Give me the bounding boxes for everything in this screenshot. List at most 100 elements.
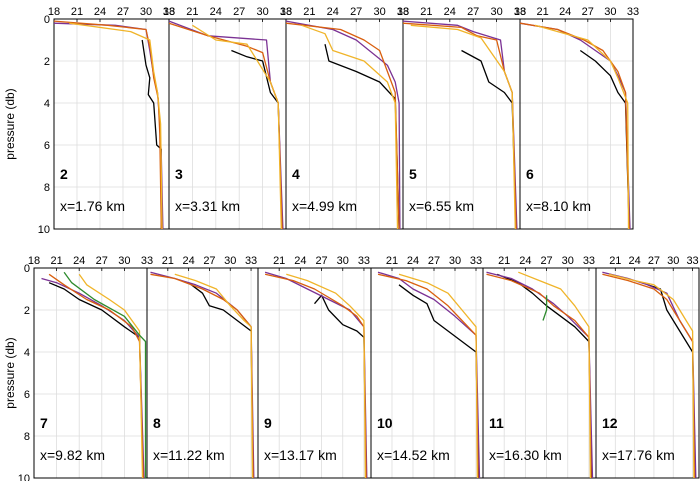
series-line xyxy=(78,273,144,479)
distance-label: x=16.30 km xyxy=(489,447,562,463)
x-tick-label: 30 xyxy=(449,255,461,267)
x-tick-label: 18 xyxy=(163,6,175,18)
station-label: 12 xyxy=(602,415,618,431)
y-tick-label: 0 xyxy=(24,263,30,275)
x-tick-label: 24 xyxy=(407,255,419,267)
station-label: 3 xyxy=(175,166,183,182)
x-tick-label: 24 xyxy=(210,6,222,18)
x-tick-label: 24 xyxy=(73,255,85,267)
distance-label: x=8.10 km xyxy=(526,198,591,214)
series-line xyxy=(69,22,163,230)
x-tick-label: 30 xyxy=(667,255,679,267)
x-tick-label: 24 xyxy=(183,255,195,267)
y-tick-label: 6 xyxy=(24,389,30,401)
x-tick-label: 21 xyxy=(50,255,62,267)
y-tick-label: 10 xyxy=(18,473,30,481)
x-tick-label: 30 xyxy=(490,6,502,18)
series-line xyxy=(518,271,592,479)
station-label: 4 xyxy=(292,166,300,182)
series-line xyxy=(534,24,630,230)
x-tick-label: 33 xyxy=(280,6,292,18)
series-line xyxy=(141,39,162,229)
series-line xyxy=(301,24,399,230)
distance-label: x=3.31 km xyxy=(175,198,240,214)
x-tick-label: 27 xyxy=(96,255,108,267)
series-line xyxy=(174,273,254,479)
station-label: 8 xyxy=(153,415,161,431)
y-tick-label: 2 xyxy=(44,56,50,68)
distance-label: x=11.22 km xyxy=(153,447,225,463)
x-tick-label: 33 xyxy=(514,6,526,18)
x-tick-label: 27 xyxy=(467,6,479,18)
x-tick-label: 24 xyxy=(559,6,571,18)
station-label: 6 xyxy=(526,166,534,182)
y-tick-label: 8 xyxy=(24,431,30,443)
panel-frame xyxy=(595,267,700,479)
x-tick-label: 27 xyxy=(428,255,440,267)
x-tick-label: 30 xyxy=(140,6,152,18)
x-tick-label: 24 xyxy=(444,6,456,18)
y-axis-label: pressure (db) xyxy=(3,337,17,408)
x-tick-label: 27 xyxy=(117,6,129,18)
x-tick-label: 33 xyxy=(686,255,698,267)
y-tick-label: 8 xyxy=(44,182,50,194)
x-tick-label: 21 xyxy=(609,255,621,267)
x-tick-label: 21 xyxy=(536,6,548,18)
series-line xyxy=(542,295,548,321)
station-label: 9 xyxy=(264,415,272,431)
distance-label: x=13.17 km xyxy=(264,447,337,463)
distance-label: x=6.55 km xyxy=(409,198,474,214)
x-tick-label: 18 xyxy=(28,255,40,267)
x-tick-label: 21 xyxy=(420,6,432,18)
x-tick-label: 27 xyxy=(540,255,552,267)
x-tick-label: 33 xyxy=(245,255,257,267)
y-tick-label: 0 xyxy=(44,14,50,26)
series-line xyxy=(285,22,400,230)
y-tick-label: 4 xyxy=(24,347,30,359)
series-line xyxy=(285,20,401,230)
panel-frame xyxy=(519,18,634,230)
distance-label: x=14.52 km xyxy=(377,447,450,463)
x-tick-label: 27 xyxy=(203,255,215,267)
distance-label: x=17.76 km xyxy=(602,447,675,463)
x-tick-label: 21 xyxy=(303,6,315,18)
x-tick-label: 18 xyxy=(48,6,60,18)
x-tick-label: 33 xyxy=(358,255,370,267)
y-tick-label: 10 xyxy=(38,224,50,236)
x-tick-label: 27 xyxy=(350,6,362,18)
x-tick-label: 18 xyxy=(514,6,526,18)
station-label: 5 xyxy=(409,166,417,182)
series-line xyxy=(192,24,282,230)
x-tick-label: 21 xyxy=(498,255,510,267)
x-tick-label: 21 xyxy=(386,255,398,267)
x-tick-label: 33 xyxy=(397,6,409,18)
y-tick-label: 4 xyxy=(44,98,50,110)
x-tick-label: 30 xyxy=(256,6,268,18)
station-label: 7 xyxy=(40,415,48,431)
series-line xyxy=(519,22,630,230)
series-line xyxy=(410,24,516,230)
x-tick-label: 21 xyxy=(273,255,285,267)
x-tick-label: 18 xyxy=(280,6,292,18)
x-tick-label: 30 xyxy=(118,255,130,267)
station-label: 11 xyxy=(489,415,504,431)
x-tick-label: 27 xyxy=(233,6,245,18)
x-tick-label: 27 xyxy=(315,255,327,267)
series-line xyxy=(63,271,147,478)
x-tick-label: 21 xyxy=(186,6,198,18)
x-tick-label: 33 xyxy=(627,6,639,18)
series-line xyxy=(398,273,479,479)
x-tick-label: 21 xyxy=(162,255,174,267)
x-tick-label: 33 xyxy=(163,6,175,18)
x-tick-label: 24 xyxy=(629,255,641,267)
x-tick-label: 33 xyxy=(470,255,482,267)
x-tick-label: 33 xyxy=(583,255,595,267)
x-tick-label: 24 xyxy=(94,6,106,18)
x-tick-label: 30 xyxy=(562,255,574,267)
y-tick-label: 6 xyxy=(44,140,50,152)
distance-label: x=1.76 km xyxy=(60,198,125,214)
series-line xyxy=(608,273,695,479)
x-tick-label: 24 xyxy=(327,6,339,18)
